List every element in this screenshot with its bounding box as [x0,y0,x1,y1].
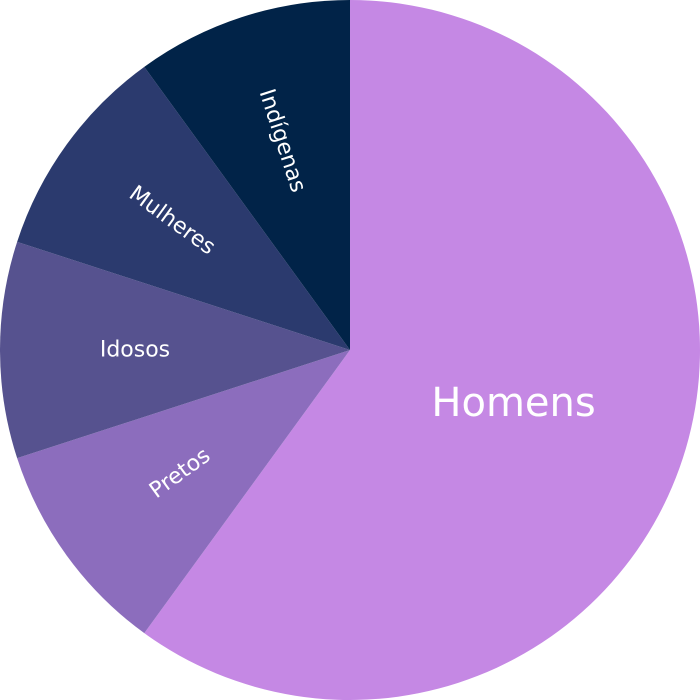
pie-slice-pretos [17,350,350,634]
pie-slice-mulheres [17,66,350,350]
pie-slice-homens [144,0,700,700]
slice-label-idosos: Idosos [100,338,170,363]
slice-label-homens: Homens [431,380,595,426]
pie-slice-indigenas [144,0,350,350]
pie-slice-idosos [0,241,350,459]
